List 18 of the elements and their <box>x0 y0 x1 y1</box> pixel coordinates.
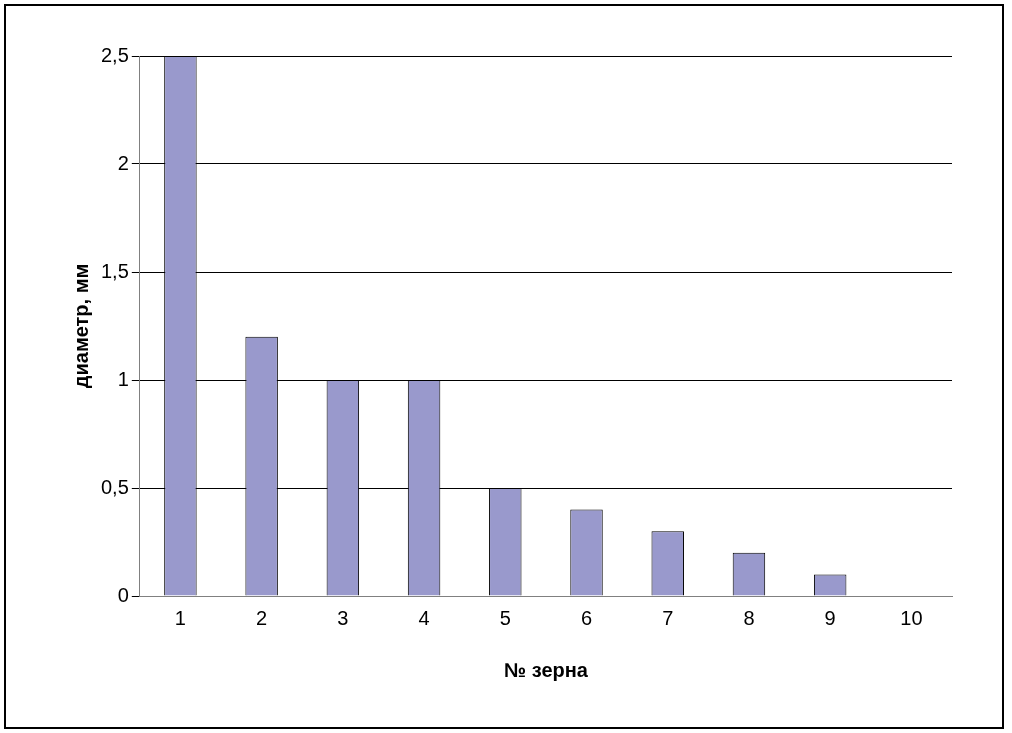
x-tick-label: 6 <box>580 606 593 629</box>
x-tick-label: 1 <box>174 606 186 629</box>
y-tick-label: 1,5 <box>100 259 129 282</box>
x-tick-label: 3 <box>337 606 349 629</box>
y-tick-label: 2,5 <box>100 43 129 66</box>
y-tick-label: 0 <box>117 583 129 606</box>
x-axis-title: № зерна <box>503 658 589 681</box>
x-tick-label: 9 <box>824 606 836 629</box>
x-tick-label: 5 <box>499 606 511 629</box>
y-tick-label: 1 <box>117 367 129 390</box>
x-tick-label: 10 <box>900 606 923 629</box>
y-tick-label: 2 <box>117 151 129 174</box>
y-axis-title: диаметр, мм <box>69 263 92 389</box>
x-tick-label: 7 <box>662 606 674 629</box>
y-tick-label: 0,5 <box>100 475 129 498</box>
x-tick-label: 4 <box>418 606 430 629</box>
x-tick-label: 2 <box>256 606 268 629</box>
x-tick-label: 8 <box>743 606 755 629</box>
